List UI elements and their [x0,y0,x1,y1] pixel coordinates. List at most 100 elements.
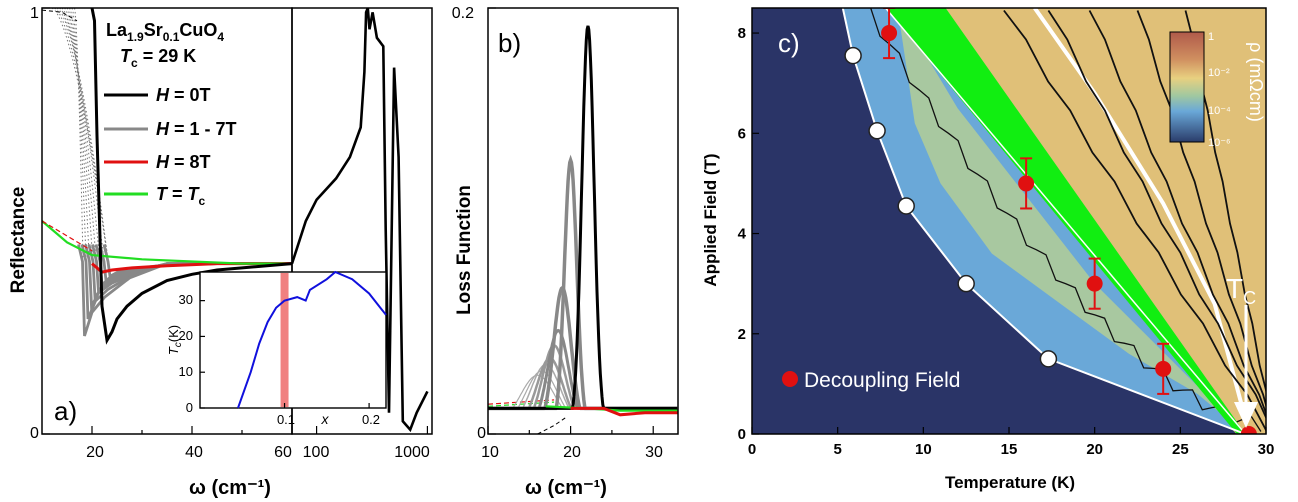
panel-b-ylabel: Loss Function [454,185,475,315]
loss-peak-8 [488,25,678,410]
tc-annotation: TC [1226,273,1258,428]
panel-c: 0 5 10 15 20 25 30 0 2 4 6 8 Temperature (K) Applie… [701,7,1275,492]
legend-label-h17: H = 1 - 7T [156,119,237,139]
loss-dashed-1 [488,401,555,407]
decoupling-band-lower-edge [885,8,1246,434]
panel-c-heatmap [752,8,1266,434]
inset-ytick-30: 30 [179,292,193,307]
legend-subtitle: Tc = 29 K [120,46,196,70]
panel-b-ticks [487,7,654,435]
irreversibility-point-0 [844,46,862,65]
panel-b-tag: b) [498,28,521,58]
colorbar-tick-1e-6: 10⁻⁶ [1208,137,1231,149]
panel-a-ytick-0: 0 [30,425,39,442]
tc-arrow-head [1234,402,1258,428]
c-xtick-label-0: 0 [748,441,756,458]
panel-b-plot [488,25,678,434]
dotted-curve-3 [66,8,96,298]
inset-ytick-0: 0 [186,400,193,415]
c-xtick-label-20: 20 [1086,441,1103,458]
irreversibility-point-4 [1039,350,1058,368]
c-xtick-label-30: 30 [1258,441,1275,458]
panel-c-ylabel: Applied Field (T) [701,153,720,286]
inset-tc-curve [237,270,387,409]
inset-ylabel: Tc(K) [166,325,184,355]
c-xtick-label-15: 15 [1001,441,1018,458]
panel-b-ytick-0: 0 [477,425,486,442]
inset-xlabel: x [321,411,330,427]
c-ytick-label-6: 6 [738,125,746,142]
dotted-curve-7 [56,8,111,277]
panel-c-ticks: 0 5 10 15 20 25 30 0 2 4 6 8 [738,25,1275,458]
inset-xtick-0.2: 0.2 [362,412,380,427]
curve-h0-high [292,8,429,433]
contour-lower [870,8,1262,432]
curve-h0-low [90,8,292,345]
colorbar-label: ρ (mΩcm) [1246,42,1266,122]
colorbar: 1 10⁻² 10⁻⁴ 10⁻⁶ ρ (mΩcm) [1169,31,1266,149]
irreversibility-point-1 [868,122,886,140]
legend-label-h0: H = 0T [156,85,211,105]
panel-b-ytick-0.2: 0.2 [452,5,474,22]
panel-a-ticks [42,7,429,435]
contour-upper-0 [1003,9,1266,432]
tc-label: TC [1226,273,1256,308]
dotted-curve-4 [64,8,99,292]
decoupling-legend: Decoupling Field [782,369,960,392]
legend-title: La1.9Sr0.1CuO4 [106,20,224,44]
panel-c-tag: c) [778,28,800,58]
panel-a-xlabel: ω (cm⁻¹) [189,477,271,499]
c-ytick-label-0: 0 [738,426,746,443]
inset-ytick-10: 10 [179,364,193,379]
c-ytick-label-4: 4 [738,226,747,243]
c-ytick-label-8: 8 [738,25,746,42]
panel-a-xtick-1000: 1000 [394,444,430,461]
inset-plot [200,270,387,409]
colorbar-tick-1: 1 [1208,31,1214,43]
panel-a-inset: 0 10 20 30 0.1 0.2 x Tc(K) [166,270,387,427]
c-xtick-label-25: 25 [1172,441,1189,458]
inset-frame [199,271,387,409]
decoupling-point-1 [1018,175,1035,192]
panel-a: 1 0 20 40 60 100 1000 ω (cm⁻¹) Reflectan… [8,5,433,499]
inset-doping-marker [280,273,289,407]
panel-b-frame [487,7,679,435]
curve-tc [42,220,292,265]
panel-a-xtick-40: 40 [185,444,203,461]
inset-xtick-0.1: 0.1 [277,412,295,427]
curve-h0-dashed [42,9,78,22]
curve-h8-dashed [42,220,93,252]
loss-black-dashed [537,416,567,434]
contour-upper-1 [1047,10,1266,420]
dotted-curve-1 [71,8,89,320]
panel-a-linear-plot [42,8,292,345]
irreversibility-point-2 [897,197,915,215]
legend-label-h8: H = 8T [156,152,211,172]
panel-a-log-plot [292,8,429,433]
panel-a-ylabel: Reflectance [8,187,29,294]
decoupling-legend-marker [782,371,798,387]
decoupling-legend-label: Decoupling Field [804,369,960,392]
c-ytick-label-2: 2 [738,326,746,343]
panel-b-xtick-20: 20 [563,444,581,461]
panel-a-ytick-1: 1 [30,5,39,22]
panel-a-frame-right [291,7,433,435]
decoupling-point-2 [1086,275,1103,292]
contour-upper-2 [1088,10,1266,416]
colorbar-tick-1e-2: 10⁻² [1208,67,1230,79]
panel-b-xtick-10: 10 [481,444,499,461]
panel-a-xtick-100: 100 [303,444,330,461]
white-boundary-line [1033,8,1248,420]
panel-b: 0.2 0 10 20 30 ω (cm⁻¹) Loss Function b) [452,5,679,499]
decoupling-point-3 [1155,360,1172,377]
panel-a-tag: a) [54,396,77,426]
decoupling-point-4 [1240,426,1257,434]
c-xtick-label-10: 10 [915,441,932,458]
panel-a-xtick-20: 20 [86,444,104,461]
inset-ytick-20: 20 [179,328,193,343]
contour-upper-3 [1136,10,1266,409]
panel-b-xlabel: ω (cm⁻¹) [525,477,607,499]
panel-b-xtick-30: 30 [645,444,663,461]
loss-h8 [570,406,678,417]
